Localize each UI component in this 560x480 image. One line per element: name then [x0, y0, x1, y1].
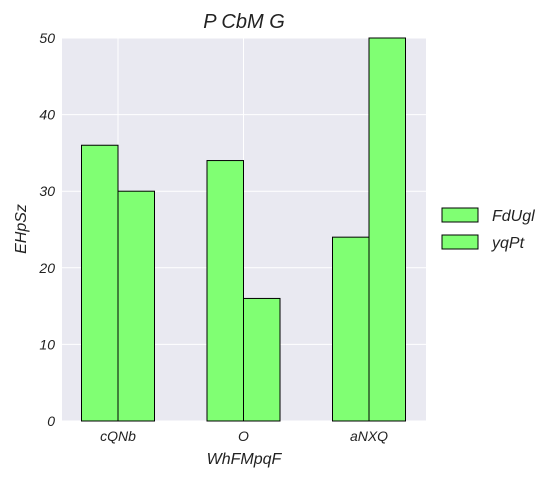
x-tick-label: cQNb: [100, 428, 136, 444]
bars: [81, 37, 406, 422]
bar-series-1-cQNb: [81, 144, 119, 422]
bar-series-2-aNXQ: [368, 37, 406, 422]
y-tick-label: 0: [47, 413, 55, 429]
y-tick-label: 10: [39, 336, 55, 352]
y-axis-label: EHpSz: [13, 204, 30, 254]
legend-swatch-series-2: [441, 234, 479, 250]
chart-title: P CbM G: [203, 11, 285, 33]
y-tick-label: 30: [39, 183, 55, 199]
y-tick-label: 20: [38, 260, 55, 276]
y-tick-label: 50: [39, 30, 55, 46]
legend-label-series-2: yqPt: [491, 235, 525, 252]
bar-series-2-cQNb: [117, 190, 155, 422]
y-tick-label: 40: [39, 107, 55, 123]
bar-series-1-aNXQ: [332, 236, 370, 422]
bar-series-2-O: [243, 297, 281, 422]
legend-swatch-series-1: [441, 207, 479, 223]
x-tick-label: O: [238, 428, 249, 444]
legend: FdUgl yqPt: [441, 207, 535, 252]
bar-series-1-O: [206, 160, 244, 422]
x-tick-label: aNXQ: [350, 428, 388, 444]
x-axis-label: WhFMpqF: [207, 451, 283, 468]
legend-label-series-1: FdUgl: [492, 208, 535, 225]
